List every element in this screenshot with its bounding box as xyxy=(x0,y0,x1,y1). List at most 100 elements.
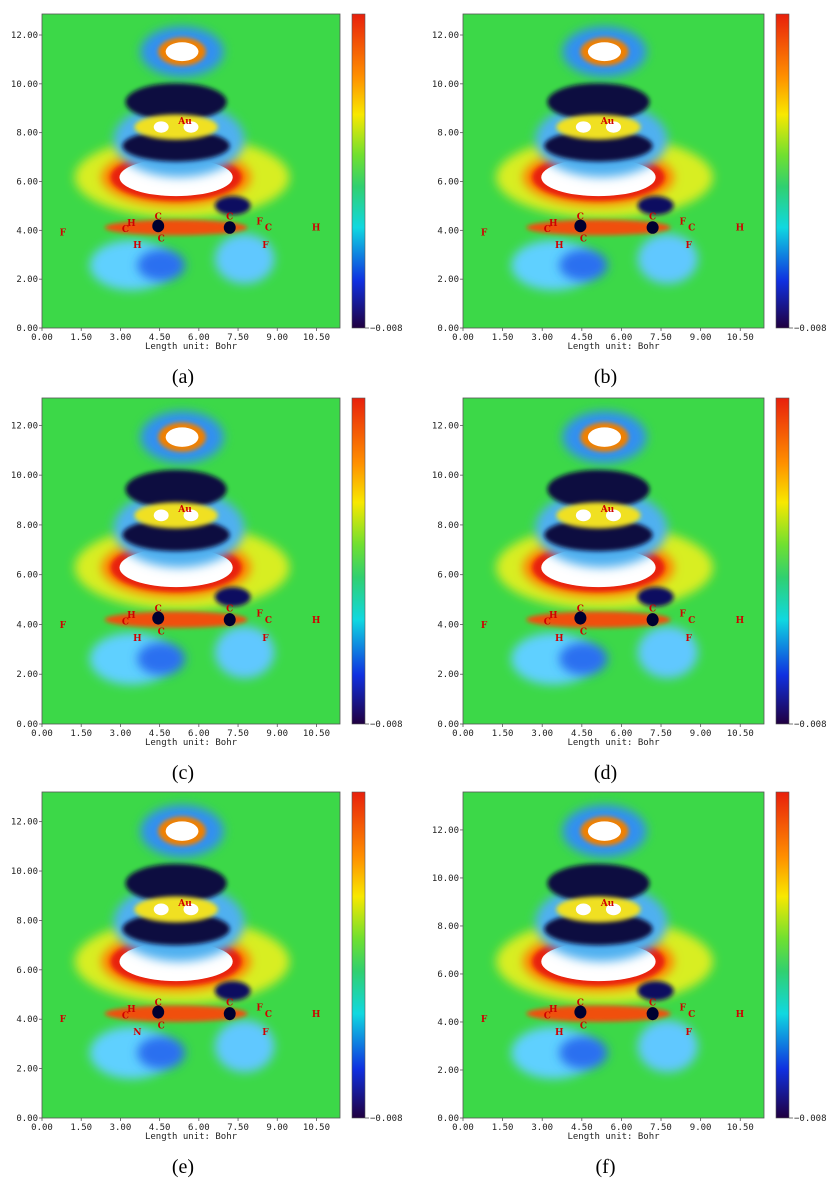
atom-label: Au xyxy=(600,505,615,515)
atom-label: Au xyxy=(600,117,615,127)
x-tick-label: 6.00 xyxy=(611,333,633,343)
x-tick-label: 6.00 xyxy=(188,1123,210,1133)
atom-label: F xyxy=(60,621,67,631)
density-blob xyxy=(134,896,218,923)
density-blob xyxy=(605,903,622,916)
y-tick-label: 8.00 xyxy=(437,129,459,139)
plot-frame xyxy=(41,791,341,1119)
density-blob xyxy=(137,1036,186,1070)
atom-label: C xyxy=(155,605,162,615)
y-tick-label: 10.00 xyxy=(432,874,459,884)
y-tick-label: 0.00 xyxy=(16,1114,38,1124)
x-tick-label: 1.50 xyxy=(492,333,514,343)
colorbar xyxy=(351,791,366,1119)
y-tick-label: 10.00 xyxy=(11,471,38,481)
atom-label: C xyxy=(577,213,584,223)
density-blob xyxy=(587,427,622,447)
density-blob xyxy=(646,1007,659,1021)
density-blob xyxy=(574,219,587,233)
colorbar xyxy=(351,13,366,329)
x-tick-label: 0.00 xyxy=(31,333,53,343)
density-blob xyxy=(153,121,169,133)
atom-label: F xyxy=(60,228,67,238)
y-tick-label: 10.00 xyxy=(11,80,38,90)
x-tick-label: 9.00 xyxy=(266,729,288,739)
plot-area xyxy=(42,14,340,328)
x-tick-label: 7.50 xyxy=(650,333,672,343)
atom-label: C xyxy=(688,616,695,626)
atom-label: F xyxy=(481,1015,488,1025)
atom-label: Au xyxy=(177,117,192,127)
atom-label: F xyxy=(256,217,263,227)
y-tick-label: 10.00 xyxy=(11,867,38,877)
x-tick-label: 10.50 xyxy=(727,1123,754,1133)
panel-caption: (f) xyxy=(596,1156,616,1178)
y-tick-label: 0.00 xyxy=(437,324,459,334)
atom-label: C xyxy=(688,224,695,234)
panel: 0.00 1.50 3.00 4.50 6.00 7.50 9.00 10.50 0.00 2.0… xyxy=(11,791,403,1178)
atom-label: C xyxy=(226,605,233,615)
atom-label: F xyxy=(262,1028,269,1038)
panel-caption: (b) xyxy=(594,366,617,388)
density-blob xyxy=(165,42,199,62)
density-blob xyxy=(137,642,186,676)
atom-label: H xyxy=(549,219,558,229)
density-blob xyxy=(214,587,251,607)
density-blob xyxy=(559,1036,608,1070)
atom-label: H xyxy=(555,1028,564,1038)
x-tick-label: 3.00 xyxy=(531,333,553,343)
plot-frame xyxy=(462,13,765,329)
atom-label: C xyxy=(158,627,165,637)
plot-frame xyxy=(41,397,341,725)
colorbar xyxy=(775,13,790,329)
density-blob xyxy=(125,469,227,509)
atom-label: F xyxy=(686,634,693,644)
density-blob xyxy=(125,83,227,121)
colorbar-tick-label: −0.008 xyxy=(370,720,403,730)
plot-frame xyxy=(462,397,765,725)
density-blob xyxy=(637,1020,698,1073)
density-blob xyxy=(575,509,591,522)
atom-label: C xyxy=(155,213,162,223)
y-tick-label: 0.00 xyxy=(437,1114,459,1124)
x-tick-label: 7.50 xyxy=(227,729,249,739)
y-tick-label: 6.00 xyxy=(437,177,459,187)
panel-caption: (c) xyxy=(172,762,194,784)
atom-label: H xyxy=(127,219,136,229)
atom-label: H xyxy=(133,634,142,644)
y-tick-label: 0.00 xyxy=(16,324,38,334)
atom-label: C xyxy=(226,999,233,1009)
atom-label: C xyxy=(265,224,272,234)
y-tick-label: 12.00 xyxy=(432,31,459,41)
panel-caption: (e) xyxy=(172,1156,194,1178)
atom-label: C xyxy=(155,999,162,1009)
density-blob xyxy=(605,121,622,133)
x-axis-label: Length unit: Bohr xyxy=(145,738,238,748)
density-blob xyxy=(605,509,622,522)
density-blob xyxy=(587,821,622,841)
colorbar xyxy=(351,397,366,725)
density-blob xyxy=(122,912,230,946)
x-tick-label: 3.00 xyxy=(110,1123,132,1133)
y-tick-label: 2.00 xyxy=(437,1066,459,1076)
y-tick-label: 4.00 xyxy=(437,226,459,236)
density-blob xyxy=(556,114,641,140)
density-blob xyxy=(214,196,251,215)
x-tick-label: 0.00 xyxy=(452,729,474,739)
atom-label: F xyxy=(256,1003,263,1013)
density-blob xyxy=(104,219,248,236)
density-blob xyxy=(214,1020,275,1073)
colorbar-tick-label: −0.008 xyxy=(370,324,403,334)
atom-label: H xyxy=(549,1005,558,1015)
plot-area xyxy=(463,14,764,328)
x-tick-label: 3.00 xyxy=(531,1123,553,1133)
colorbar xyxy=(775,791,790,1119)
colorbar-tick-label: −0.008 xyxy=(794,324,827,334)
density-blob xyxy=(526,1005,671,1022)
atom-label: F xyxy=(262,634,269,644)
x-tick-label: 7.50 xyxy=(227,1123,249,1133)
atom-label: C xyxy=(226,213,233,223)
y-tick-label: 6.00 xyxy=(437,970,459,980)
x-tick-label: 6.00 xyxy=(188,333,210,343)
y-tick-label: 12.00 xyxy=(432,421,459,431)
